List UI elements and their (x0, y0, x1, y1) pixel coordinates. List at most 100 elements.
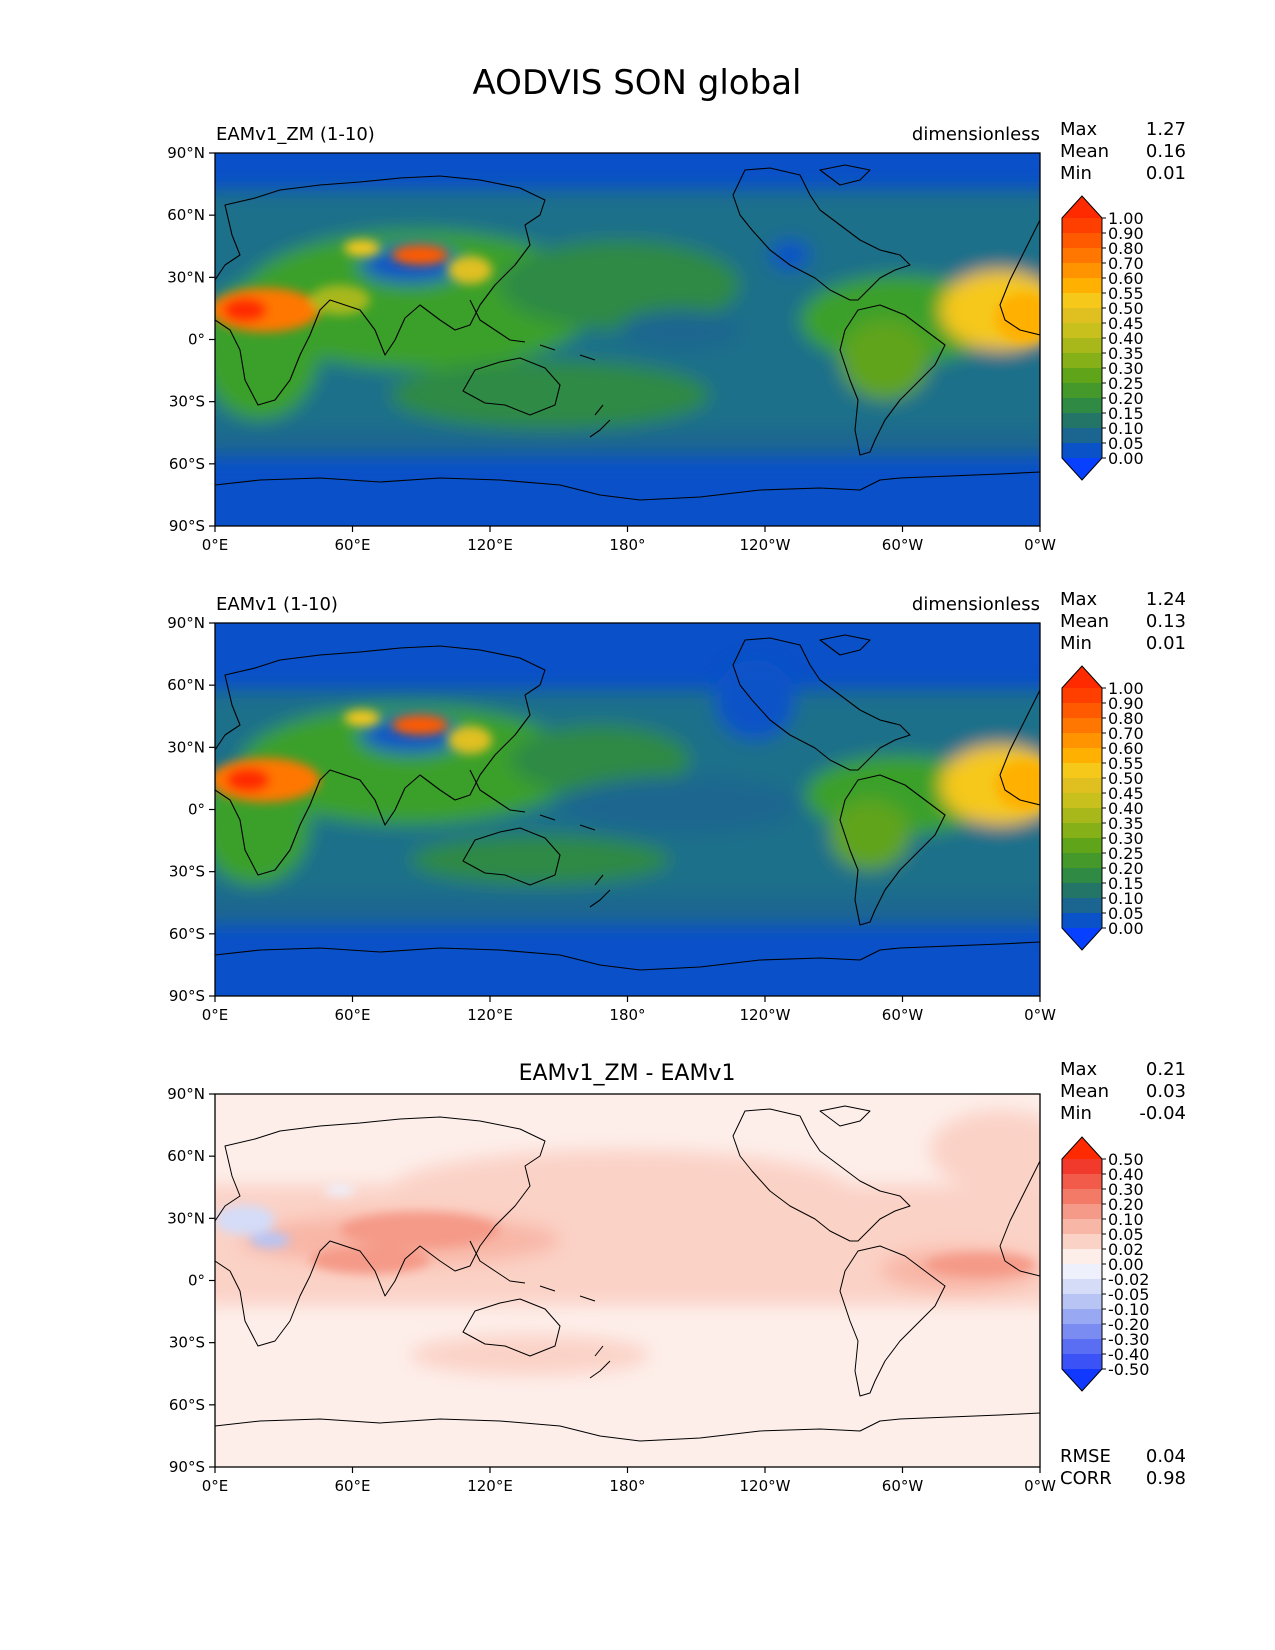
colorbar-cap-bottom (1062, 458, 1102, 480)
lon-tick-label: 120°E (467, 1477, 513, 1495)
panel-3-map-field (215, 1094, 1040, 1467)
colorbar-cap-top (1062, 196, 1102, 218)
panel-1-units: dimensionless (912, 124, 1040, 145)
panel-3: EAMv1_ZM - EAMv1 (167, 1059, 1186, 1495)
colorbar-cap-top (1062, 1137, 1102, 1159)
colorbar-tick-label: 0.45 (1108, 784, 1144, 803)
lon-tick-label: 0°E (202, 1477, 229, 1495)
lon-tick-label: 0°W (1024, 536, 1056, 554)
colorbar-segment (1062, 733, 1102, 749)
stat-max-value: 1.24 (1146, 589, 1186, 610)
panel-2-units: dimensionless (912, 594, 1040, 615)
stat-min-value: 0.01 (1146, 633, 1186, 654)
lat-tick-label: 90°S (169, 987, 205, 1005)
colorbar-segment (1062, 1219, 1102, 1235)
colorbar-segment (1062, 793, 1102, 809)
lat-tick-label: 90°N (167, 1085, 205, 1103)
colorbar-tick-label: 0.00 (1108, 919, 1144, 938)
colorbar-segment (1062, 278, 1102, 294)
colorbar-tick-label: 0.60 (1108, 739, 1144, 758)
colorbar-cap-top (1062, 666, 1102, 688)
colorbar-tick-label: 0.10 (1108, 889, 1144, 908)
stat-mean-label: Mean (1060, 1081, 1109, 1102)
colorbar-tick-label: 0.50 (1108, 299, 1144, 318)
colorbar-tick-label: 0.50 (1108, 1150, 1144, 1169)
stat-max-label: Max (1060, 1059, 1098, 1080)
colorbar-segment (1062, 838, 1102, 854)
colorbar-tick-label: -0.20 (1108, 1315, 1149, 1334)
colorbar-segment (1062, 308, 1102, 324)
lat-tick-label: 0° (188, 801, 205, 819)
colorbar-tick-label: 0.25 (1108, 374, 1144, 393)
colorbar-tick-label: 0.80 (1108, 709, 1144, 728)
lat-tick-label: 30°N (167, 738, 205, 756)
panel-1-title: EAMv1_ZM (1-10) (216, 124, 375, 145)
panel-1-map-field (215, 153, 1040, 526)
lat-tick-label: 30°N (167, 1209, 205, 1227)
panel-3-stats: Max 0.21 Mean 0.03 Min -0.04 RMSE 0.04 C… (1060, 1059, 1186, 1489)
colorbar-segment (1062, 763, 1102, 779)
lat-tick-label: 90°N (167, 144, 205, 162)
stat-rmse-value: 0.04 (1146, 1446, 1186, 1467)
lat-tick-label: 60°N (167, 206, 205, 224)
colorbar-segment (1062, 688, 1102, 704)
colorbar-segment (1062, 248, 1102, 264)
stat-mean-value: 0.03 (1146, 1081, 1186, 1102)
colorbar-tick-label: 0.70 (1108, 254, 1144, 273)
colorbar-tick-label: 0.15 (1108, 404, 1144, 423)
colorbar-tick-label: -0.40 (1108, 1345, 1149, 1364)
stat-corr-label: CORR (1060, 1468, 1112, 1489)
lat-tick-label: 90°S (169, 1458, 205, 1476)
stat-min-label: Min (1060, 163, 1092, 184)
lon-tick-label: 120°W (740, 536, 791, 554)
colorbar-segment (1062, 718, 1102, 734)
colorbar-tick-label: 0.40 (1108, 329, 1144, 348)
lon-tick-label: 60°E (334, 536, 370, 554)
lon-tick-label: 60°E (334, 1006, 370, 1024)
colorbar-segment (1062, 383, 1102, 399)
colorbar-tick-label: 0.05 (1108, 1225, 1144, 1244)
lat-tick-label: 60°N (167, 1147, 205, 1165)
lon-tick-label: 60°E (334, 1477, 370, 1495)
lat-tick-label: 0° (188, 331, 205, 349)
lat-tick-label: 60°S (169, 455, 205, 473)
colorbar-tick-label: 0.20 (1108, 1195, 1144, 1214)
panel-1-axes: 0°E 60°E 120°E 180° 120°W 60°W 0°W 90°N 60°N 30°N… (167, 144, 1056, 554)
colorbar-tick-label: 0.60 (1108, 269, 1144, 288)
colorbar-tick-label: 0.20 (1108, 859, 1144, 878)
colorbar-segment (1062, 868, 1102, 884)
colorbar-tick-label: 0.30 (1108, 359, 1144, 378)
stat-min-value: 0.01 (1146, 163, 1186, 184)
colorbar-segment (1062, 1189, 1102, 1205)
colorbar-segment (1062, 1264, 1102, 1280)
colorbar-tick-label: 0.02 (1108, 1240, 1144, 1259)
lon-tick-label: 120°E (467, 1006, 513, 1024)
stat-max-label: Max (1060, 119, 1098, 140)
stat-mean-value: 0.13 (1146, 611, 1186, 632)
colorbar-segment (1062, 1309, 1102, 1325)
lon-tick-label: 0°E (202, 1006, 229, 1024)
panel-2-stats: Max 1.24 Mean 0.13 Min 0.01 (1060, 589, 1186, 654)
colorbar-tick-label: 0.30 (1108, 829, 1144, 848)
colorbar-segment (1062, 263, 1102, 279)
colorbar-segment (1062, 883, 1102, 899)
colorbar-tick-label: -0.02 (1108, 1270, 1149, 1289)
colorbar-tick-label: 0.80 (1108, 239, 1144, 258)
colorbar-segment (1062, 898, 1102, 914)
colorbar-tick-label: 0.70 (1108, 724, 1144, 743)
figure-title: AODVIS SON global (473, 63, 802, 103)
colorbar-segment (1062, 1354, 1102, 1370)
colorbar-tick-label: 0.05 (1108, 434, 1144, 453)
panel-3-axes: 0°E 60°E 120°E 180° 120°W 60°W 0°W 90°N 60°N 30°N… (167, 1085, 1056, 1495)
stat-max-value: 1.27 (1146, 119, 1186, 140)
colorbar-tick-label: -0.10 (1108, 1300, 1149, 1319)
colorbar-segment (1062, 413, 1102, 429)
colorbar-segment (1062, 703, 1102, 719)
panel-1: EAMv1_ZM (1-10) dimensionless (167, 119, 1186, 554)
colorbar-segment (1062, 1204, 1102, 1220)
lat-tick-label: 60°N (167, 676, 205, 694)
stat-corr-value: 0.98 (1146, 1468, 1186, 1489)
colorbar-tick-label: 0.20 (1108, 389, 1144, 408)
panel-1-stats: Max 1.27 Mean 0.16 Min 0.01 (1060, 119, 1186, 184)
